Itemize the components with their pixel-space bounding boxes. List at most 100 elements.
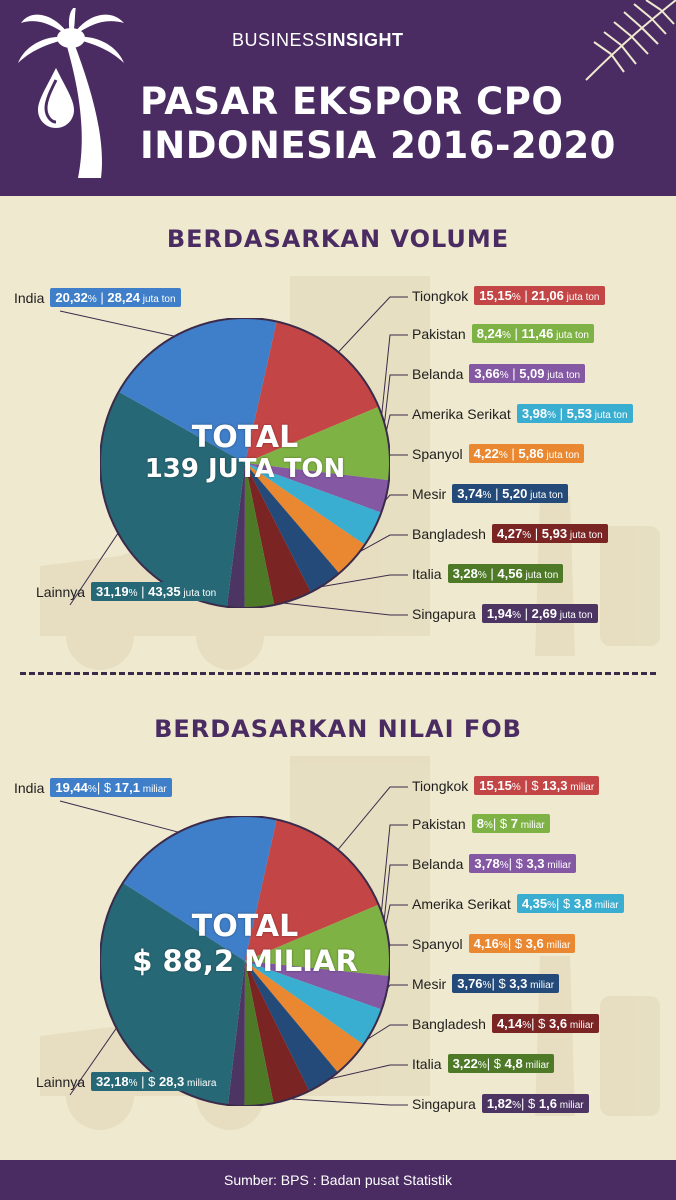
volume-total-line2: 139 JUTA TON <box>144 454 346 484</box>
amount-unit: juta ton <box>544 370 581 381</box>
percent-unit: % <box>512 610 522 621</box>
separator: | <box>521 606 532 621</box>
value-badge: 1,94% | 2,69 juta ton <box>481 604 598 623</box>
volume-label-india: India 20,32% | 28,24 juta ton <box>14 288 181 307</box>
separator: | <box>486 566 498 581</box>
fob-slice-italia <box>244 961 274 1106</box>
fob-label-spanyol: Spanyol 4,16%| $ 3,6 miliar <box>412 934 576 953</box>
amount-value: 2,69 <box>531 606 557 621</box>
fob-label-bangladesh: Bangladesh 4,14%| $ 3,6 miliar <box>412 1014 599 1033</box>
country-name: Bangladesh <box>412 1015 486 1032</box>
fob-slice-bangladesh <box>245 961 310 1104</box>
percent-value: 3,22 <box>452 1056 478 1071</box>
amount-unit: miliar <box>522 1060 550 1071</box>
value-badge: 19,44%| $ 17,1 miliar <box>50 778 172 797</box>
amount-unit: juta ton <box>139 294 176 305</box>
amount-unit: miliar <box>567 1020 594 1031</box>
value-badge: 20,32% | 28,24 juta ton <box>50 288 181 307</box>
percent-value: 31,19 <box>96 584 129 599</box>
fob-leader-india <box>59 800 194 837</box>
percent-unit: % <box>482 980 492 991</box>
percent-value: 4,22 <box>473 446 499 461</box>
country-name: Singapura <box>412 1095 476 1112</box>
percent-unit: % <box>128 588 138 599</box>
amount-unit: miliara <box>184 1078 217 1089</box>
percent-unit: % <box>498 450 508 461</box>
value-badge: 15,15% | 21,06 juta ton <box>474 286 605 305</box>
amount-unit: juta ton <box>527 490 563 501</box>
amount-unit: miliar <box>517 820 545 831</box>
percent-value: 3,76 <box>457 976 483 991</box>
percent-value: 15,15 <box>479 778 512 793</box>
country-name: Spanyol <box>412 445 463 462</box>
value-badge: 3,98% | 5,53 juta ton <box>516 404 633 423</box>
fob-label-lainnya: Lainnya 32,18% | $ 28,3 miliara <box>36 1072 222 1091</box>
percent-value: 4,27 <box>496 526 523 541</box>
footer-source: Sumber: BPS : Badan pusat Statistik <box>0 1160 676 1200</box>
value-badge: 3,28% | 4,56 juta ton <box>447 564 564 583</box>
separator: | <box>137 584 149 599</box>
country-name: India <box>14 289 45 306</box>
amount-unit: miliar <box>543 940 571 951</box>
volume-leader-singapura <box>236 597 408 616</box>
value-badge: 3,78%| $ 3,3 miliar <box>469 854 577 873</box>
percent-unit: % <box>477 570 487 581</box>
value-badge: 3,22%| $ 4,8 miliar <box>447 1054 555 1073</box>
amount-unit: miliar <box>556 1100 584 1111</box>
amount-unit: juta ton <box>591 410 628 421</box>
brand-logo: BUSINESSINSIGHT <box>232 30 404 51</box>
country-name: Mesir <box>412 485 447 502</box>
percent-value: 4,16 <box>473 936 499 951</box>
amount-unit: juta ton <box>180 588 217 599</box>
value-badge: 1,82%| $ 1,6 miliar <box>481 1094 589 1113</box>
percent-unit: % <box>511 292 521 303</box>
volume-label-lainnya: Lainnya 31,19% | 43,35 juta ton <box>36 582 222 601</box>
header-banner: BUSINESSINSIGHT PASAR EKSPOR CPO INDONES… <box>0 0 676 196</box>
separator: | <box>508 366 520 381</box>
currency-prefix: $ <box>538 1016 550 1031</box>
volume-section-title: BERDASARKAN VOLUME <box>166 225 510 253</box>
country-name: Italia <box>412 565 442 582</box>
value-badge: 32,18% | $ 28,3 miliara <box>91 1072 222 1091</box>
volume-slice-bangladesh <box>245 463 311 606</box>
volume-leader-tiongkok <box>331 296 408 360</box>
percent-unit: % <box>87 294 97 305</box>
separator: | <box>556 406 567 421</box>
separator: | <box>510 326 522 341</box>
amount-value: 5,93 <box>541 526 568 541</box>
value-badge: 3,76%| $ 3,3 miliar <box>452 974 560 993</box>
volume-slice-mesir <box>245 463 340 593</box>
amount-unit: juta ton <box>563 292 600 303</box>
amount-value: 4,8 <box>504 1056 523 1071</box>
fob-slice-india <box>122 816 277 961</box>
amount-value: 5,53 <box>566 406 592 421</box>
separator: | <box>556 896 564 911</box>
palm-tree-oil-drop-icon <box>18 8 124 178</box>
separator: | <box>507 936 515 951</box>
amount-unit: miliar <box>527 980 555 991</box>
percent-value: 3,78 <box>474 856 500 871</box>
fob-slice-belanda <box>245 961 390 1010</box>
volume-slice-tiongkok <box>245 321 379 463</box>
amount-value: 3,8 <box>573 896 592 911</box>
fob-label-india: India 19,44%| $ 17,1 miliar <box>14 778 172 797</box>
title-line-1: PASAR EKSPOR CPO <box>140 80 564 123</box>
country-name: Singapura <box>412 605 476 622</box>
country-name: Tiongkok <box>412 287 469 304</box>
percent-unit: % <box>87 784 97 795</box>
volume-slice-italia <box>244 463 275 608</box>
volume-slice-pakistan <box>245 406 390 481</box>
fob-slice-pakistan <box>245 904 390 977</box>
fob-label-italia: Italia 3,22%| $ 4,8 miliar <box>412 1054 555 1073</box>
fob-label-belanda: Belanda 3,78%| $ 3,3 miliar <box>412 854 577 873</box>
separator: | <box>520 778 532 793</box>
country-name: Amerika Serikat <box>412 405 511 422</box>
country-name: Pakistan <box>412 325 466 342</box>
amount-unit: miliar <box>544 860 572 871</box>
value-badge: 8%| $ 7 miliar <box>471 814 550 833</box>
percent-value: 4,35 <box>521 896 548 911</box>
currency-prefix: $ <box>563 896 574 911</box>
country-name: Amerika Serikat <box>412 895 511 912</box>
separator: | <box>137 1074 149 1089</box>
amount-value: 13,3 <box>542 778 568 793</box>
